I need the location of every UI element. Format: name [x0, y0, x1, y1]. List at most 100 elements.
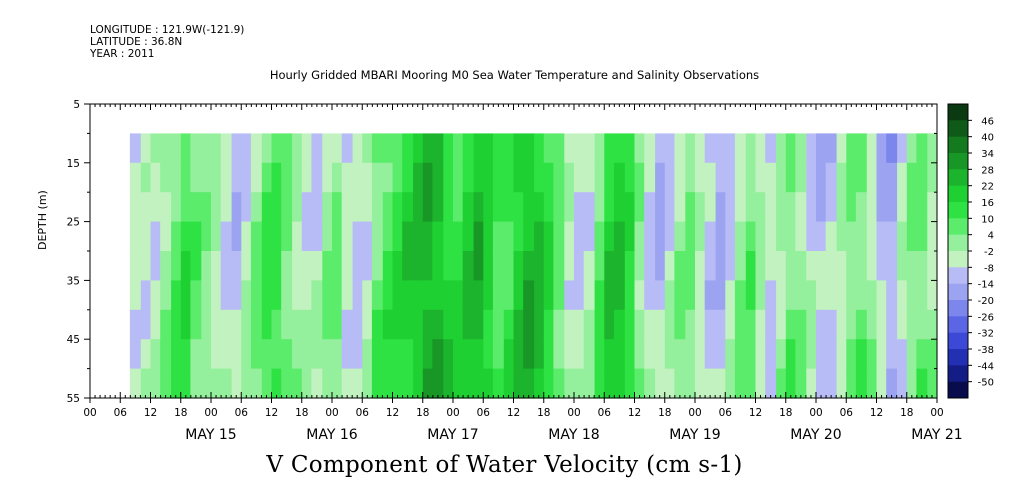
heatmap-cell — [655, 280, 666, 311]
heatmap-cell — [795, 339, 807, 370]
heatmap-cell — [765, 339, 777, 370]
heatmap-cell — [594, 309, 605, 340]
heatmap-cell — [624, 192, 636, 223]
heatmap-cell — [927, 339, 938, 370]
heatmap-cell — [211, 280, 222, 311]
heatmap-cell — [624, 162, 636, 193]
heatmap-cell — [553, 251, 565, 281]
heatmap-cell — [816, 221, 827, 252]
heatmap-cell — [604, 192, 615, 223]
heatmap-cell — [523, 221, 535, 252]
heatmap-cell — [776, 221, 787, 252]
heatmap-cell — [371, 339, 384, 370]
heatmap-cell — [160, 251, 172, 281]
heatmap-cell — [382, 339, 394, 370]
heatmap-cell — [190, 133, 202, 164]
heatmap-cell — [140, 251, 152, 281]
heatmap-cell — [685, 133, 696, 164]
heatmap-cell — [322, 339, 333, 370]
heatmap-cell — [704, 162, 717, 193]
heatmap-cell — [129, 221, 142, 252]
heatmap-cell — [422, 280, 434, 311]
colorbar-swatch — [948, 267, 968, 285]
heatmap-cell — [825, 339, 838, 370]
heatmap-cell — [513, 162, 524, 193]
heatmap-cell — [413, 280, 424, 311]
heatmap-cell — [462, 162, 475, 193]
heatmap-cell — [483, 280, 494, 311]
heatmap-cell — [564, 251, 575, 281]
heatmap-cell — [927, 133, 938, 164]
heatmap-cell — [583, 133, 596, 164]
heatmap-cell — [574, 309, 585, 340]
heatmap-cell — [190, 339, 202, 370]
heatmap-cell — [734, 309, 747, 340]
heatmap-cell — [150, 162, 161, 193]
heatmap-cell — [311, 368, 323, 399]
heatmap-cell — [241, 192, 252, 223]
heatmap-cell — [413, 192, 424, 223]
heatmap-cell — [876, 368, 887, 399]
heatmap-cell — [745, 251, 757, 281]
heatmap-cell — [160, 221, 172, 252]
heatmap-cell — [644, 221, 656, 252]
heatmap-cell — [765, 251, 777, 281]
colorbar-swatch — [948, 381, 968, 399]
heatmap-cell — [483, 339, 494, 370]
colorbar-label: 40 — [981, 133, 994, 144]
heatmap-cell — [816, 309, 827, 340]
heatmap-cell — [725, 339, 736, 370]
heatmap-cell — [241, 368, 252, 399]
heatmap-cell — [492, 221, 505, 252]
heatmap-cell — [392, 280, 403, 311]
heatmap-cell — [855, 192, 868, 223]
heatmap-cell — [382, 162, 394, 193]
heatmap-cell — [231, 368, 242, 399]
heatmap-cell — [695, 280, 706, 311]
heatmap-cell — [725, 251, 736, 281]
heatmap-cell — [443, 251, 454, 281]
heatmap-cell — [795, 192, 807, 223]
heatmap-cell — [916, 309, 928, 340]
heatmap-cell — [201, 368, 212, 399]
heatmap-cell — [150, 309, 161, 340]
heatmap-cell — [644, 368, 656, 399]
heatmap-cell — [261, 280, 273, 311]
x-day-label: MAY 16 — [306, 427, 357, 443]
heatmap-cell — [292, 162, 303, 193]
heatmap-cell — [322, 251, 333, 281]
heatmap-cell — [503, 251, 515, 281]
heatmap-cell — [311, 192, 323, 223]
heatmap-cell — [613, 251, 626, 281]
heatmap-cell — [292, 221, 303, 252]
heatmap-cell — [916, 221, 928, 252]
heatmap-cell — [211, 251, 222, 281]
heatmap-cell — [220, 162, 233, 193]
heatmap-cell — [806, 133, 817, 164]
x-tick-label: 06 — [235, 407, 249, 419]
heatmap-cell — [776, 251, 787, 281]
y-tick-label: 25 — [67, 217, 80, 229]
heatmap-cell — [613, 133, 626, 164]
heatmap-cell — [543, 133, 555, 164]
heatmap-cell — [483, 221, 494, 252]
heatmap-cell — [704, 192, 717, 223]
heatmap-cell — [846, 280, 857, 311]
heatmap-cell — [765, 133, 777, 164]
heatmap-cell — [402, 251, 414, 281]
heatmap-cell — [806, 339, 817, 370]
heatmap-cell — [362, 221, 373, 252]
heatmap-cell — [129, 192, 142, 223]
heatmap-cell — [292, 339, 303, 370]
colorbar-swatch — [948, 316, 968, 334]
heatmap-cell — [352, 309, 363, 340]
heatmap-cell — [180, 339, 192, 370]
heatmap-cell — [634, 192, 645, 223]
heatmap-cell — [171, 251, 182, 281]
heatmap-cell — [432, 221, 444, 252]
heatmap-cell — [422, 221, 434, 252]
heatmap-cell — [332, 133, 343, 164]
heatmap-cell — [352, 368, 363, 399]
heatmap-cell — [362, 280, 373, 311]
heatmap-cell — [836, 192, 847, 223]
